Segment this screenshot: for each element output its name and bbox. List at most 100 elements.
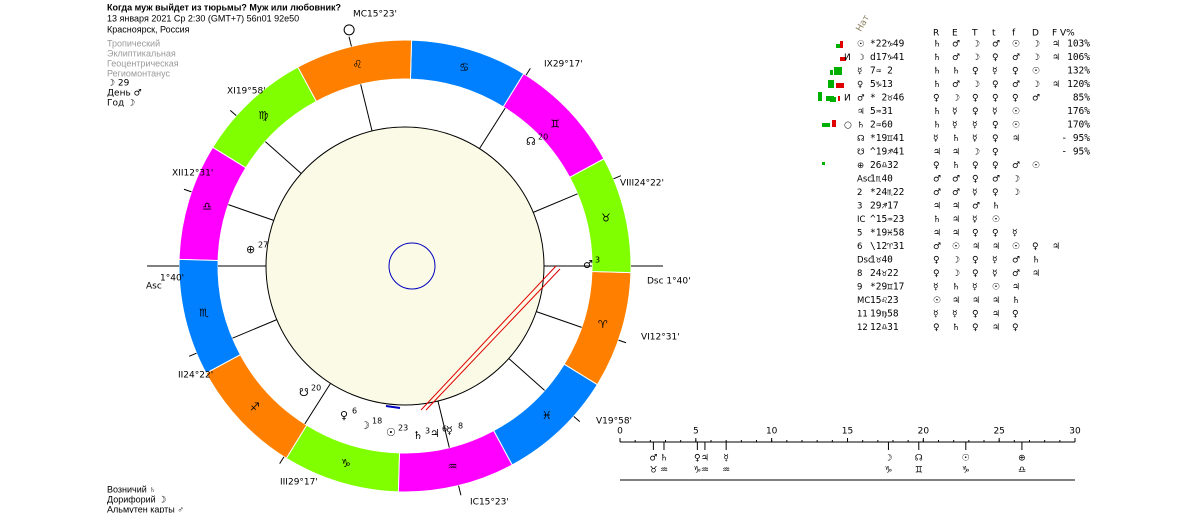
row-cell: ☉: [933, 296, 941, 306]
row-cell: ♃: [933, 202, 941, 212]
scale-tick-label: 30: [1069, 427, 1081, 437]
row-cell: ♀: [972, 229, 979, 239]
cusp-label: V19°58': [596, 417, 632, 427]
row-cell: ♄: [933, 121, 941, 131]
row-name: ☊: [857, 134, 865, 144]
cusp-tick: [458, 485, 462, 496]
planet-degree: 3: [425, 427, 430, 436]
sign-glyph: ♈: [598, 318, 608, 331]
row-cell: ♃: [952, 202, 960, 212]
row-marker: И: [844, 94, 851, 104]
sign-glyph: ♏: [199, 307, 209, 320]
row-position: 15♌23: [870, 295, 899, 306]
row-cell: ♀: [972, 67, 979, 77]
row-cell: ♄: [952, 323, 960, 333]
scale-tick-label: 25: [993, 427, 1004, 437]
row-position: 19♍58: [870, 309, 899, 320]
row-cell: ♃: [992, 323, 1000, 333]
scale-bottom-glyph: ♊: [915, 466, 923, 476]
strength-bars: [818, 41, 846, 165]
row-cell: ☿: [1012, 229, 1018, 239]
row-name: 9: [857, 283, 862, 293]
row-strength: 106%: [1067, 52, 1090, 63]
scale-tick-label: 0: [617, 427, 623, 437]
row-cell: ♂: [1012, 80, 1020, 90]
row-name: ☋: [857, 148, 865, 158]
row-cell: ♀: [972, 107, 979, 117]
row-position: * 2♉46: [870, 93, 905, 104]
footer-line: Возничий ♄: [107, 484, 156, 494]
row-cell: ♃: [972, 296, 980, 306]
row-cell: ♀: [933, 269, 940, 279]
scale-tick-label: 20: [918, 427, 930, 437]
row-name: MC: [857, 296, 870, 306]
row-cell: ☽: [952, 269, 960, 279]
row-cell: ♀: [933, 323, 940, 333]
sign-glyph: ♉: [601, 211, 611, 224]
cusp-label: Dsc 1°40': [647, 277, 691, 287]
planet-degree: 27: [258, 241, 268, 250]
row-strength: 170%: [1067, 120, 1090, 131]
planet-degree: 8: [458, 422, 463, 431]
title: Когда муж выйдет из тюрьмы? Муж или любо…: [107, 2, 341, 12]
house-line: [479, 107, 506, 149]
row-cell: ♄: [952, 283, 960, 293]
row-cell: ♄: [933, 53, 941, 63]
row-cell: ♂: [1012, 269, 1020, 279]
setting: Геоцентрическая: [107, 58, 179, 68]
row-cell: ♂: [933, 242, 941, 252]
row-cell: ♀: [992, 53, 999, 63]
row-position: *22♑49: [870, 39, 905, 50]
row-cell: ♃: [1012, 283, 1020, 293]
setting: Тропический: [107, 38, 160, 48]
row-cell: ♃: [1052, 53, 1060, 63]
row-name: Dsc: [857, 256, 873, 266]
row-name: 12: [857, 323, 868, 333]
row-cell: ♄: [933, 67, 941, 77]
aspect-line: [420, 265, 557, 411]
info-line: День ♂: [107, 89, 142, 99]
info-line: Год ☽: [107, 99, 135, 109]
row-cell: ♀: [992, 94, 999, 104]
row-cell: ☉: [992, 283, 1000, 293]
row-cell: ♀: [1012, 323, 1019, 333]
sign-glyph: ♐: [250, 401, 260, 414]
column-header: V%: [1060, 29, 1075, 39]
cusp-label: IC15°23': [470, 498, 509, 508]
aspect-line: [425, 268, 561, 411]
row-position: *19♊41: [870, 133, 905, 144]
row-cell: ☿: [933, 283, 939, 293]
sign-glyph: ♋: [459, 61, 469, 74]
mc-marker: [343, 24, 355, 36]
setting: Эклиптикальная: [107, 48, 176, 58]
column-header: F: [1052, 29, 1057, 39]
house-line: [360, 84, 373, 132]
planet-glyph: ♃: [430, 427, 440, 440]
row-cell: ♃: [992, 242, 1000, 252]
row-cell: ♂: [952, 188, 960, 198]
row-cell: ♀: [992, 229, 999, 239]
column-header: f: [1012, 29, 1016, 39]
row-position: 5♒31: [870, 106, 893, 117]
planet-glyph: ☋: [299, 386, 309, 399]
row-cell: ♃: [952, 296, 960, 306]
row-name: 8: [857, 269, 862, 279]
row-position: 29♐17: [870, 201, 899, 212]
row-marker: ○: [844, 121, 852, 131]
house-line: [536, 311, 582, 328]
row-cell: ♀: [972, 94, 979, 104]
planet-degree: 20: [538, 133, 548, 142]
house-line: [508, 358, 545, 391]
row-cell: ♀: [933, 256, 940, 266]
row-name: 2: [857, 188, 862, 198]
row-cell: ☽: [952, 94, 960, 104]
planet-degree: 6: [442, 425, 447, 434]
row-name: ☽: [857, 53, 865, 63]
row-cell: ♀: [933, 161, 940, 171]
row-cell: ☿: [972, 215, 978, 225]
row-cell: ♀: [992, 148, 999, 158]
cusp-label: VIII24°22': [620, 179, 664, 189]
row-cell: ♃: [1032, 269, 1040, 279]
row-cell: ♄: [933, 215, 941, 225]
cusp-tick: [573, 415, 581, 423]
